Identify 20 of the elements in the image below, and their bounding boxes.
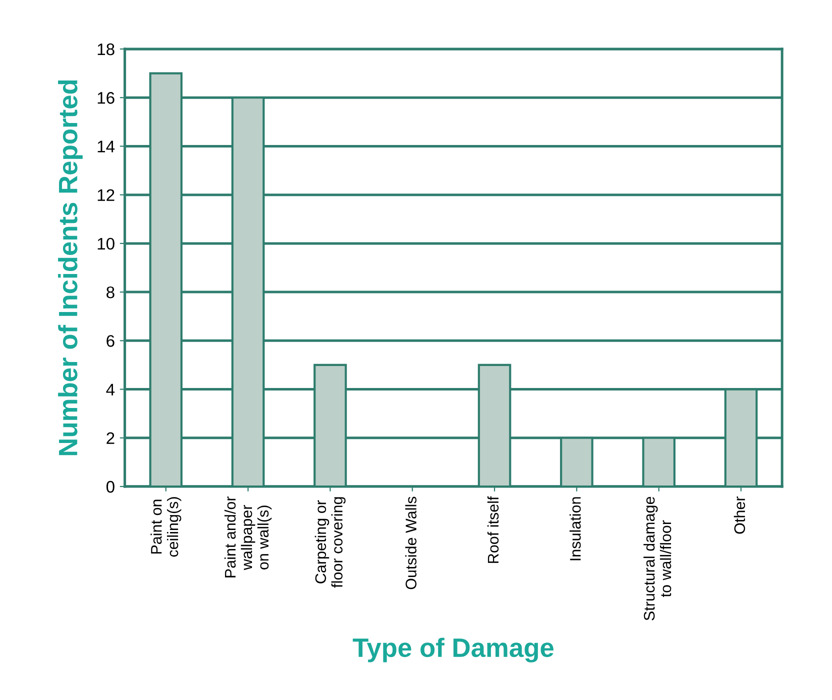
x-tick-label: Carpeting or floor covering xyxy=(314,497,346,588)
y-tick-label: 12 xyxy=(98,189,114,201)
x-tick-label: Paint on ceiling(s) xyxy=(150,497,182,557)
y-tick-label: 10 xyxy=(98,238,114,250)
y-tick-label: 2 xyxy=(106,432,114,444)
y-tick-label: 14 xyxy=(98,140,115,152)
y-tick-label: 4 xyxy=(106,384,115,396)
x-tick-label: Roof itself xyxy=(487,496,499,563)
y-tick-label: 6 xyxy=(106,335,114,347)
x-tick-label: Insulation xyxy=(570,497,581,560)
y-tick-label: 0 xyxy=(106,480,114,493)
x-tick-label: Outside Walls xyxy=(405,496,416,590)
x-axis-title: Type of Damage xyxy=(352,638,554,662)
x-tick-label: Structural damage to wall/floor xyxy=(643,496,672,620)
x-tick-label: Other xyxy=(734,496,746,534)
x-tick-label: Paint and/or wallpaper on wall(s) xyxy=(224,496,272,578)
y-tick-label: 16 xyxy=(98,92,114,104)
y-tick-label: 18 xyxy=(98,43,114,56)
y-tick-label: 8 xyxy=(106,286,114,298)
y-axis-title: Number of Incidents Reported xyxy=(58,80,83,456)
